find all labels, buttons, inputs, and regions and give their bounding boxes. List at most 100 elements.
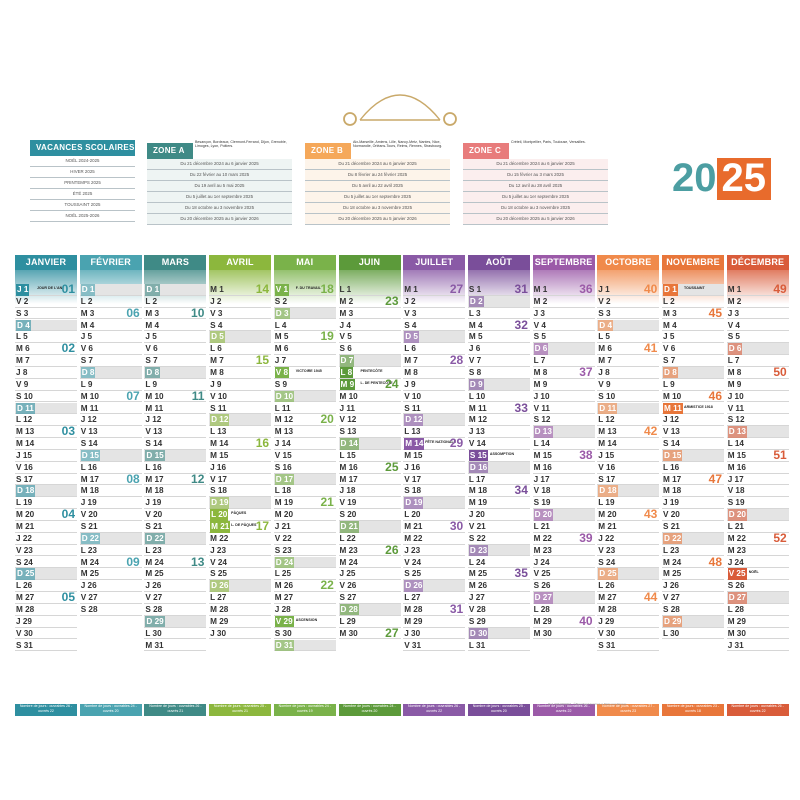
day-row: M 4 [144,320,207,332]
day-row: V 17 [209,474,272,486]
day-row: S 14 [662,438,724,450]
day-label: D 16 [468,461,489,474]
day-label: J 9 [210,379,222,389]
day-label: S 16 [274,462,292,472]
day-row: S 20 [338,509,401,521]
day-label: V 2 [598,296,611,306]
day-label: D 3 [274,307,290,320]
day-label: V 20 [663,510,680,520]
day-row: V 13 [79,426,142,438]
day-label: M 22 [210,533,229,543]
week-number: 31 [449,601,464,616]
month-juillet: JUILLET [403,255,466,304]
day-row: J 25 [338,568,401,581]
day-row: S 19 [726,497,789,510]
day-row: V 1 F. DU TRAVAIL 18 [273,282,336,296]
day-row: M 25 [79,568,142,581]
day-label: V 10 [210,391,227,401]
day-label: D 31 [274,639,295,651]
day-label: S 14 [145,439,163,449]
day-label: S 26 [533,581,551,591]
day-row: M 13 [273,426,336,438]
day-label: J 29 [598,616,615,626]
week-number: 03 [61,424,75,439]
day-label: L 7 [533,356,546,366]
week-number: 30 [449,519,464,533]
day-label: V 16 [16,462,33,472]
day-label: S 19 [533,498,551,508]
week-number: 47 [708,471,722,486]
day-row: D 30 [467,627,530,640]
day-label: S 23 [274,545,292,555]
month-header: JANVIER [15,255,77,270]
month-footer: Nombre de jours : ouvrables 27 - ouvrés … [597,704,660,716]
day-label: J 12 [663,415,679,425]
day-label: D 11 [598,402,618,414]
day-label: L 21 [533,522,550,531]
day-label: L 6 [404,344,416,354]
day-label: V 27 [80,593,98,603]
day-label: J 3 [727,308,740,318]
day-label: M 8 [533,367,548,377]
day-label: V 2 [16,296,29,306]
day-row: J 16 [403,462,466,474]
day-label: M 26 [468,581,488,591]
day-label: S 4 [404,320,417,330]
zone-date-row: Du 18 octobre au 3 novembre 2025 [463,203,608,214]
day-row: M 13 03 [15,424,77,439]
day-label: V 30 [16,628,33,638]
zone-date-row: Du 5 juillet au 1er septembre 2025 [463,192,608,203]
day-row: S 18 [403,485,466,498]
day-row: D 11 [597,402,660,415]
day-row: M 10 46 [662,389,724,403]
week-number: 42 [643,424,658,439]
zone-date-row: Du 20 décembre 2025 au 5 janvier 2026 [463,214,608,225]
day-row: S 2 [273,296,336,308]
day-label: M 27 [598,593,617,603]
day-row: M 15 38 [532,448,595,462]
day-label: S 17 [16,474,33,484]
day-label: J 9 [404,379,416,389]
day-label: L 9 [145,379,158,389]
day-row: V 23 [15,545,77,557]
day-label: D 8 [663,366,678,379]
day-row: J 12 [144,414,207,427]
day-row: D 27 [726,592,789,604]
day-label: D 1 [663,284,678,296]
day-label: D 21 [339,521,359,533]
day-row: V 2 [597,296,660,308]
day-label: M 29 [404,616,423,626]
day-label: M 29 [533,616,552,626]
day-row: V 20 [144,509,207,521]
day-label: V 18 [727,486,745,496]
month-header: MARS [144,255,207,270]
day-row: S 10 [15,391,77,403]
month-footer: Nombre de jours : ouvrables 26 - ouvrés … [403,704,466,716]
day-label: D 4 [598,319,614,332]
week-number: 16 [255,436,270,451]
day-row: J 15 [15,450,77,462]
day-label: M 14 [404,438,425,450]
day-label: M 10 [339,391,358,401]
month-juin: JUIN [338,255,401,304]
day-row: M 14 [15,438,77,450]
vacances-scolaires-block: VACANCES SCOLAIRES NOËL 2024-2025 HIVER 2… [30,140,135,222]
day-label: M 28 [210,604,229,614]
day-label: S 7 [663,356,676,366]
day-row: S 3 [15,308,77,320]
day-row: V 19 [338,497,401,510]
month-gradient [532,270,595,304]
day-row: D 22 [144,532,207,545]
day-row: V 27 [79,592,142,604]
day-row: M 17 47 [662,471,724,486]
day-label: V 23 [598,545,616,555]
day-row: M 18 [79,485,142,498]
day-label: S 4 [210,320,223,330]
day-row: M 20 [273,509,336,521]
zone-cities: Besançon, Bordeaux, Clermont-Ferrand, Di… [195,140,287,149]
week-number: 10 [191,305,205,320]
day-label: V 21 [468,522,486,531]
day-row: L 12 [15,414,77,427]
vacances-row: HIVER 2025 [30,167,135,178]
day-row: J 8 [15,367,77,379]
